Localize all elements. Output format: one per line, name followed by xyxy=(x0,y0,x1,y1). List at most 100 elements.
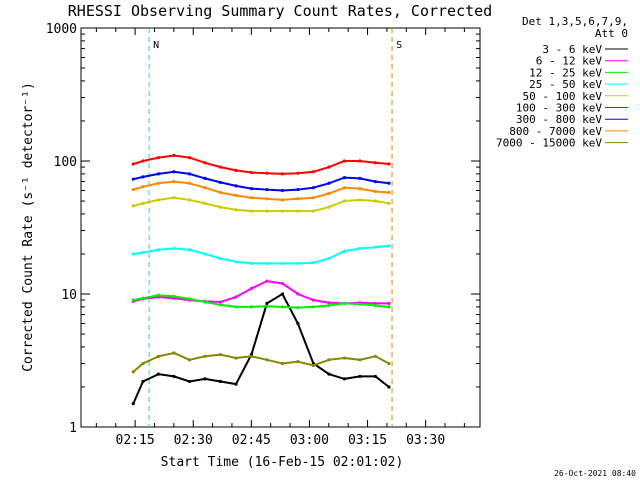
data-point xyxy=(280,281,285,286)
data-point xyxy=(296,360,300,364)
data-point xyxy=(342,176,347,180)
data-point xyxy=(358,159,362,163)
data-point xyxy=(203,201,207,205)
data-point xyxy=(218,379,223,384)
x-tick-label: 03:00 xyxy=(290,433,329,448)
data-point xyxy=(311,305,316,309)
data-point xyxy=(327,303,331,308)
data-point xyxy=(327,205,331,209)
data-point xyxy=(280,172,285,176)
data-point xyxy=(218,190,223,195)
data-point xyxy=(265,171,269,175)
data-point xyxy=(187,248,192,252)
y-tick-label: 1000 xyxy=(46,22,77,37)
data-point xyxy=(296,197,300,201)
data-point xyxy=(156,198,161,202)
data-point xyxy=(327,301,331,305)
data-point xyxy=(218,180,223,185)
data-point xyxy=(172,294,176,298)
data-point xyxy=(141,159,145,163)
data-point xyxy=(234,295,238,299)
data-point xyxy=(131,252,135,256)
data-point xyxy=(203,176,207,180)
data-point xyxy=(172,374,176,379)
legend-label: 6 - 12 keV xyxy=(536,55,603,68)
legend-header-line-2: Att 0 xyxy=(595,27,628,40)
series-line xyxy=(133,170,390,192)
data-point xyxy=(387,201,391,205)
data-point xyxy=(387,190,391,195)
data-point xyxy=(265,358,269,362)
data-point xyxy=(141,201,145,205)
series-line xyxy=(133,180,390,201)
data-point xyxy=(156,248,161,252)
data-point xyxy=(234,305,238,309)
data-point xyxy=(358,187,362,191)
data-point xyxy=(172,196,176,200)
data-point xyxy=(280,292,285,296)
data-point xyxy=(280,209,285,213)
footer-timestamp: 26-Oct-2021 08:40 xyxy=(554,469,636,478)
y-tick-labels: 1 10 100 1000 xyxy=(46,22,77,436)
data-point xyxy=(296,292,300,296)
data-point xyxy=(203,354,207,358)
legend-label: 800 - 7000 keV xyxy=(509,125,602,138)
data-point xyxy=(358,246,362,251)
data-point xyxy=(342,186,347,190)
data-point xyxy=(358,198,362,202)
series-line xyxy=(133,280,389,305)
data-point xyxy=(373,374,378,379)
y-tick-label: 100 xyxy=(54,155,77,170)
data-point xyxy=(342,199,347,203)
data-point xyxy=(218,300,223,304)
data-point xyxy=(311,186,316,190)
data-point xyxy=(234,260,238,264)
data-point xyxy=(311,196,316,200)
data-point xyxy=(187,172,192,176)
data-point xyxy=(387,181,391,185)
series-line xyxy=(133,196,390,213)
data-point xyxy=(218,165,223,169)
data-point xyxy=(218,303,223,307)
data-point xyxy=(342,377,347,381)
data-point xyxy=(203,161,207,165)
data-point xyxy=(387,301,391,305)
data-point xyxy=(141,250,145,255)
series-line xyxy=(133,244,390,265)
legend-label: 25 - 50 keV xyxy=(529,78,602,91)
x-tick-label: 02:15 xyxy=(116,433,155,448)
legend-label: 100 - 300 keV xyxy=(516,102,602,115)
series-line xyxy=(132,292,390,405)
data-point xyxy=(234,168,238,172)
data-point xyxy=(141,185,145,189)
data-point xyxy=(296,321,300,326)
data-point xyxy=(342,301,347,305)
data-point xyxy=(358,358,362,362)
marker-label: S xyxy=(396,40,402,51)
data-point xyxy=(358,374,362,379)
data-point xyxy=(131,298,135,302)
data-point xyxy=(234,193,238,198)
data-point xyxy=(373,161,378,165)
data-point xyxy=(203,186,207,190)
data-point xyxy=(156,293,161,297)
data-point xyxy=(156,156,161,160)
data-point xyxy=(172,246,176,251)
data-point xyxy=(327,165,331,169)
data-point xyxy=(280,361,285,366)
data-point xyxy=(203,377,207,381)
data-point xyxy=(234,356,238,360)
data-point xyxy=(327,372,331,376)
data-point xyxy=(296,187,300,192)
x-tick-label: 02:45 xyxy=(232,433,271,448)
data-point xyxy=(296,261,300,265)
data-point xyxy=(131,187,135,192)
data-point xyxy=(342,159,347,163)
legend-label: 12 - 25 keV xyxy=(529,66,602,79)
data-point xyxy=(187,358,192,362)
data-point xyxy=(311,170,316,174)
data-point xyxy=(265,301,269,305)
data-point xyxy=(296,306,300,310)
data-point xyxy=(234,184,238,188)
data-point xyxy=(218,205,223,209)
